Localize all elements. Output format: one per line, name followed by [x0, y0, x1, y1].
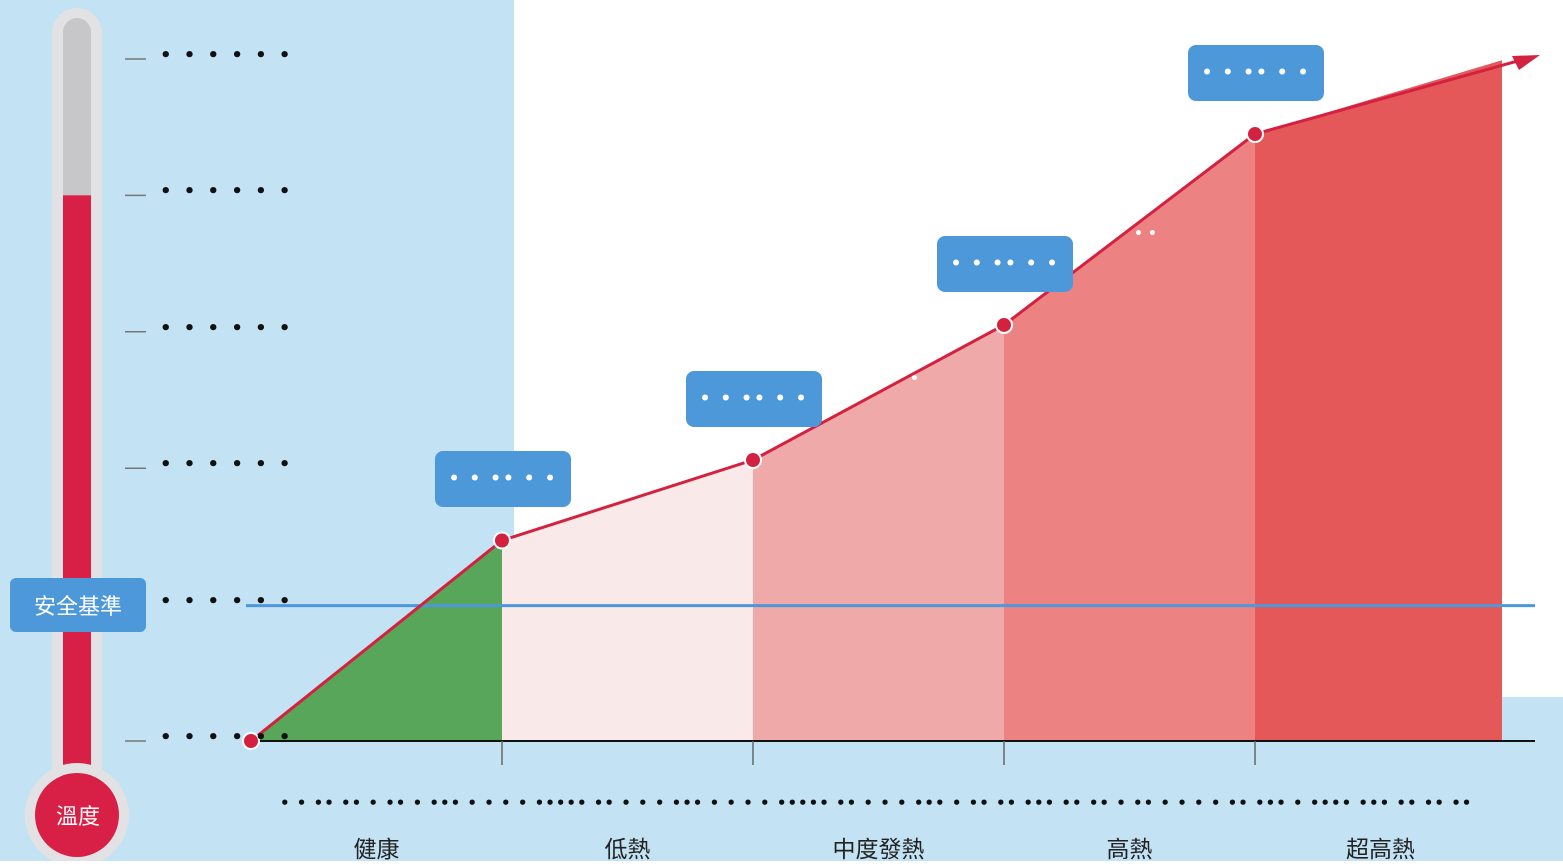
y-axis-ticks: [125, 58, 146, 742]
point-callout: • • •• • •: [1188, 45, 1324, 102]
x-axis: [251, 740, 1535, 765]
data-point: [744, 451, 762, 470]
bottom-note-text: • • •• •• • •• • ••• • • • • ••••• •• • …: [280, 794, 1473, 812]
y-tick-label: • • • • • •: [160, 454, 294, 476]
temperature-trend-line: [250, 55, 1533, 743]
decorative-dot: • •: [1134, 226, 1157, 242]
thermometer: [25, 8, 129, 861]
category-label: 超高熱: [1346, 837, 1415, 863]
chart-segment-1: [502, 460, 753, 741]
point-callout: • • •• • •: [937, 235, 1073, 292]
y-tick-label: • • • • • •: [160, 317, 294, 339]
data-point: [242, 732, 260, 750]
data-point: [995, 315, 1013, 334]
category-label: 健康: [353, 837, 400, 863]
thermometer-label: 溫度: [55, 805, 100, 830]
trend-arrowhead: [1512, 55, 1540, 70]
chart-segment-2: [753, 324, 1004, 741]
chart-segment-4: [1255, 60, 1502, 741]
y-tick-label: • • • • • •: [160, 181, 294, 203]
category-label: 低熱: [604, 837, 651, 863]
data-point: [1246, 125, 1264, 144]
point-callout: • • •• • •: [686, 371, 822, 428]
y-tick-label: • • • • • •: [160, 45, 294, 66]
y-tick-label: • • • • • •: [160, 727, 294, 748]
data-points: [242, 125, 1264, 750]
thermometer-mercury: [63, 195, 91, 789]
y-tick-label: • • • • • •: [160, 590, 294, 612]
decorative-dot: •: [910, 371, 919, 387]
category-label: 中度發熱: [832, 837, 925, 863]
category-label: 高熱: [1106, 837, 1153, 863]
chart-segments: [251, 60, 1502, 741]
safety-baseline-label: 安全基準: [10, 578, 146, 632]
point-callout: • • •• • •: [435, 451, 571, 508]
data-point: [493, 531, 511, 550]
thermometer-bulb: [35, 773, 119, 857]
chart-segment-3: [1004, 134, 1255, 741]
